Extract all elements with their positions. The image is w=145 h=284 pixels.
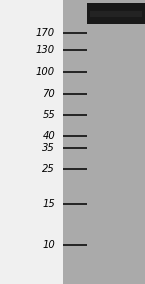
Text: 170: 170 bbox=[36, 28, 55, 38]
Text: 10: 10 bbox=[42, 240, 55, 250]
Text: 35: 35 bbox=[42, 143, 55, 153]
Text: 40: 40 bbox=[42, 131, 55, 141]
Text: 55: 55 bbox=[42, 110, 55, 120]
Bar bbox=[87, 3, 145, 24]
Text: 130: 130 bbox=[36, 45, 55, 55]
Text: 25: 25 bbox=[42, 164, 55, 174]
Text: 15: 15 bbox=[42, 199, 55, 210]
Text: 100: 100 bbox=[36, 67, 55, 78]
Bar bbox=[90, 11, 142, 17]
Bar bbox=[63, 0, 145, 284]
Text: 70: 70 bbox=[42, 89, 55, 99]
